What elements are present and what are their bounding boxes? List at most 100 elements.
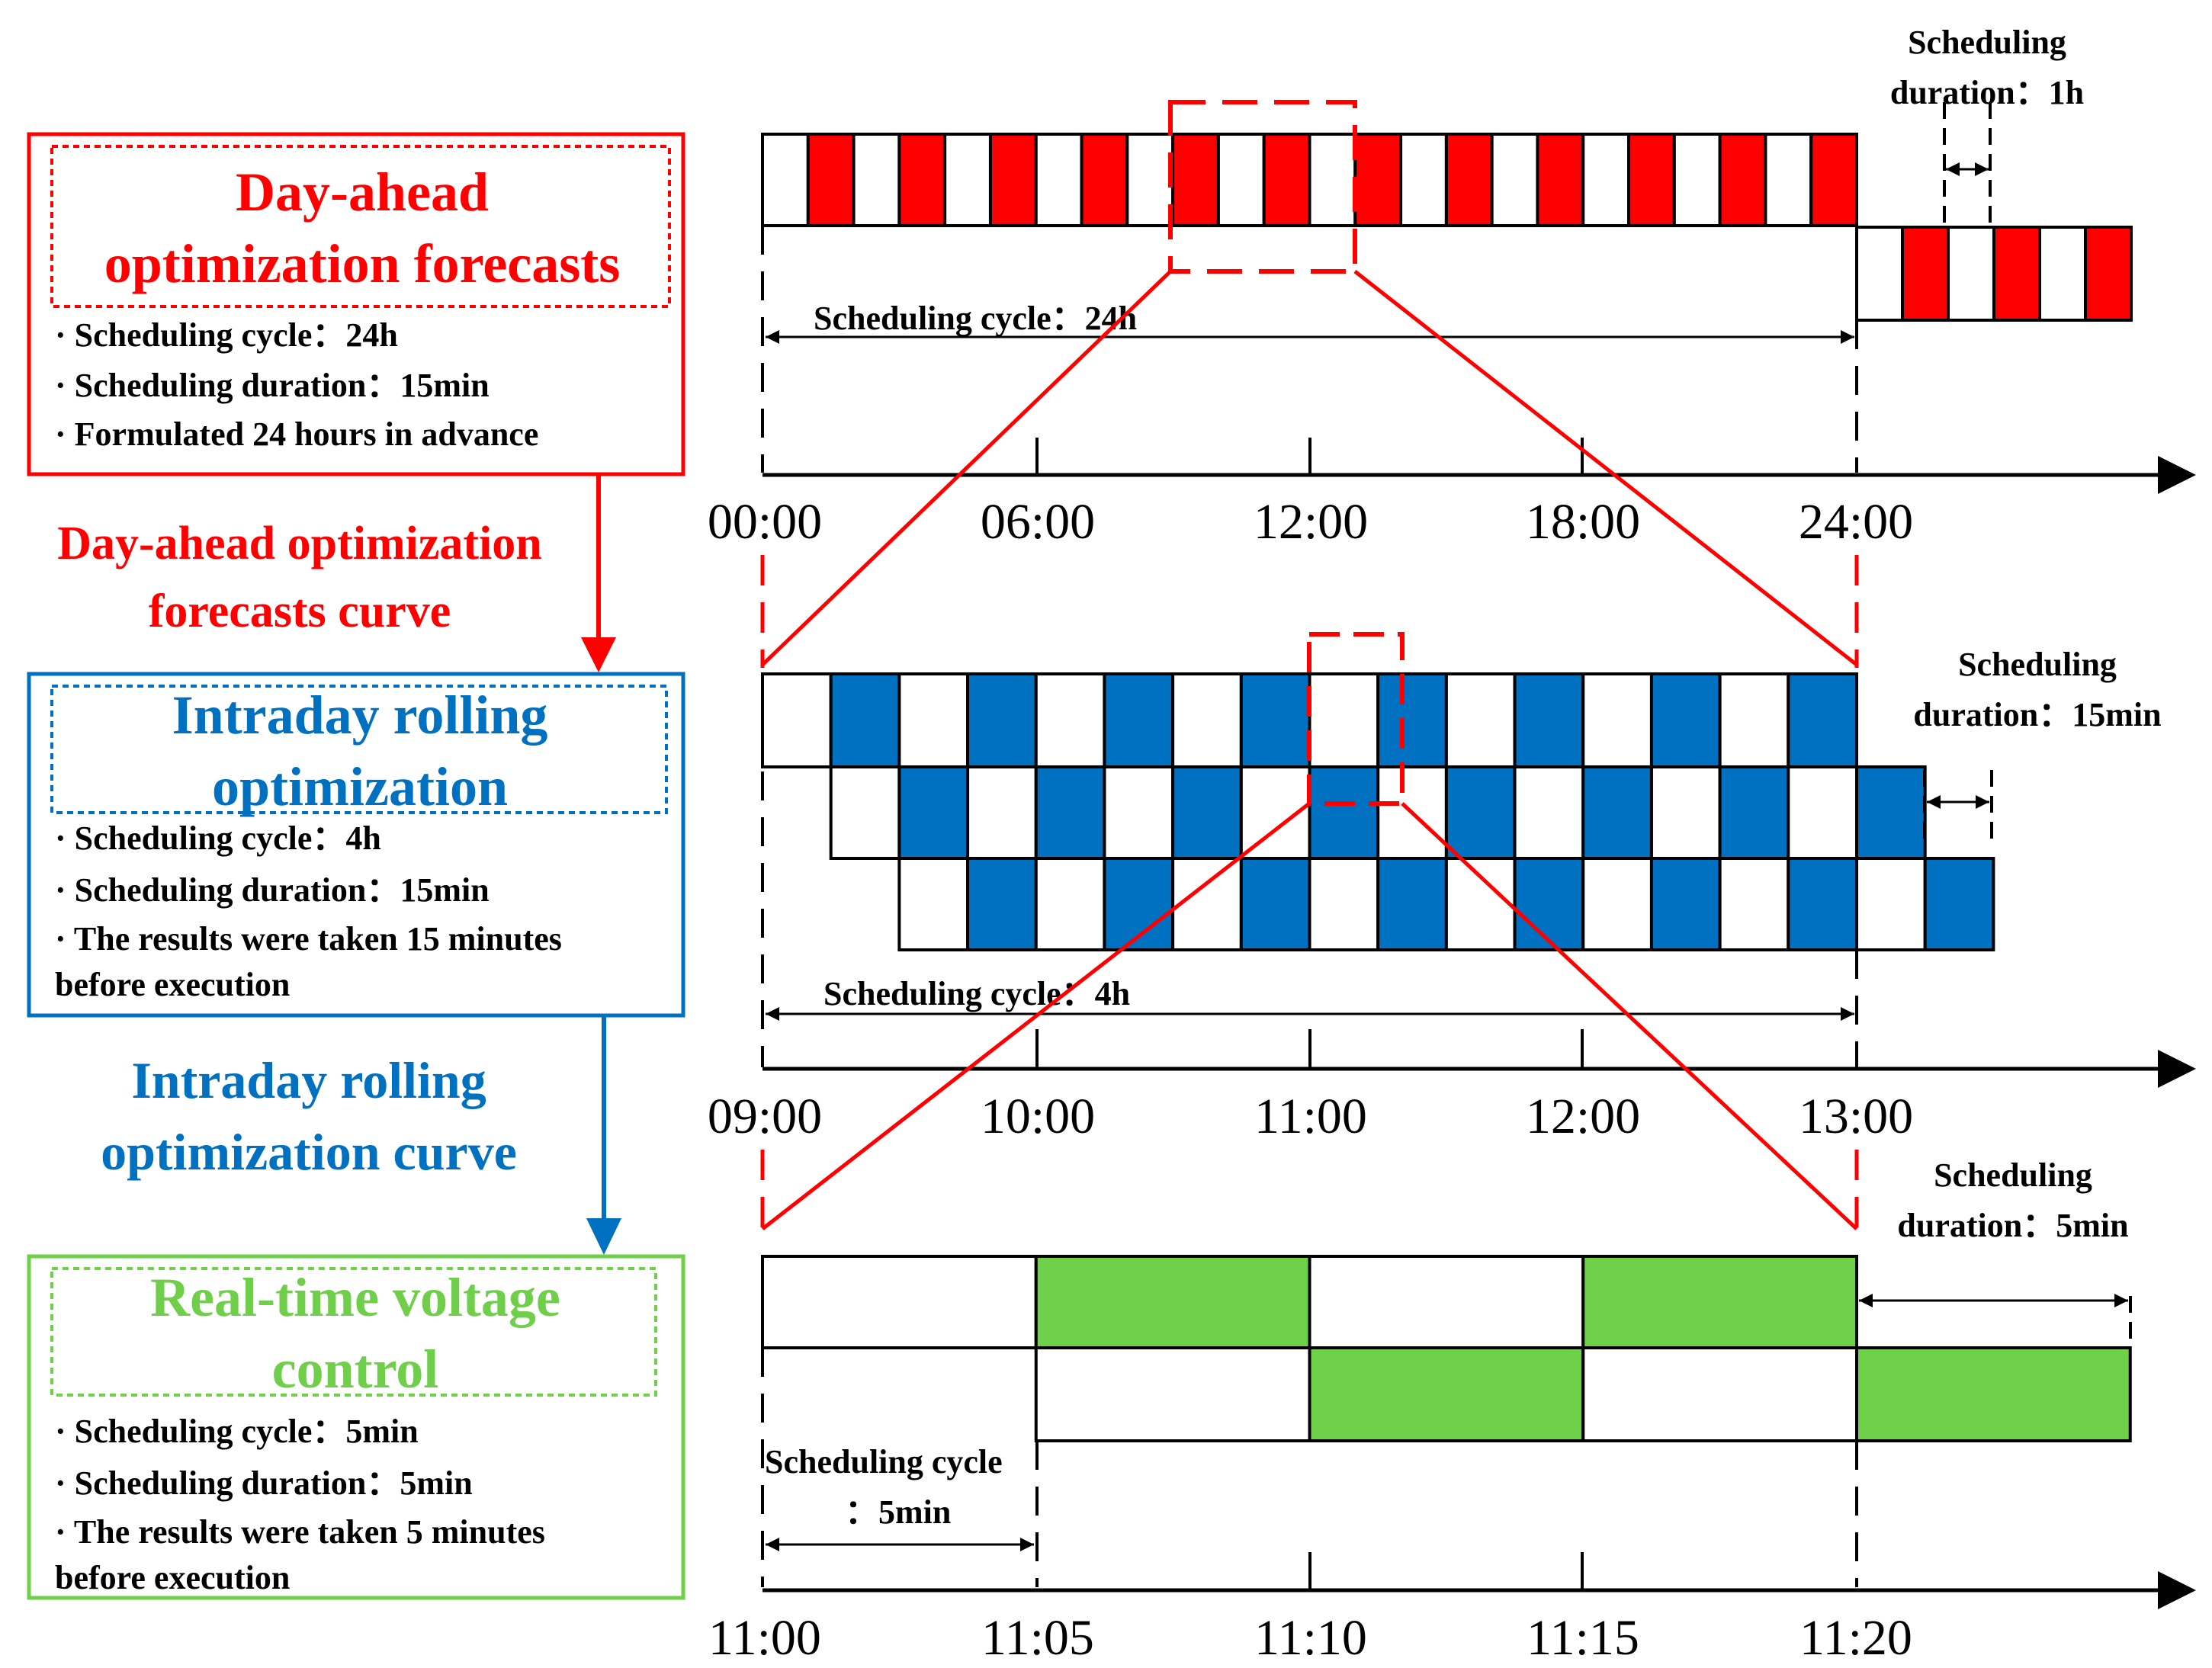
day-ahead-cycle-label: Scheduling cycle：24h — [814, 300, 1137, 337]
intraday-duration-line1: Scheduling — [1958, 646, 2117, 683]
intraday-schedule-block — [966, 857, 1038, 951]
intraday-schedule-block — [1239, 857, 1311, 951]
day-ahead-next-schedule-block — [1855, 226, 1904, 322]
realtime-block-row-2 — [1034, 1346, 2132, 1442]
day-ahead-tick-2: 12:00 — [1254, 494, 1368, 550]
intraday-bullet-3: · The results were taken 15 minutes — [55, 920, 562, 957]
day-ahead-schedule-block — [1353, 133, 1403, 227]
intraday-schedule-block — [1787, 857, 1858, 951]
realtime-title-line2: control — [272, 1339, 439, 1400]
intraday-timeline: Scheduling cycle：4h 09:00 10:00 11:00 12… — [708, 632, 2196, 1144]
intraday-schedule-block — [1787, 765, 1858, 860]
day-ahead-schedule-block — [1034, 133, 1084, 227]
intraday-schedule-block — [1581, 857, 1653, 951]
day-ahead-timeline: Scheduling cycle：24h 00:00 06:00 12:00 1… — [708, 24, 2196, 550]
intraday-schedule-block — [1239, 672, 1311, 768]
intraday-schedule-block — [1171, 765, 1243, 860]
intraday-bullet-2: · Scheduling duration：15min — [55, 871, 490, 909]
intraday-schedule-block — [1444, 857, 1517, 951]
intraday-zoom-window — [1307, 632, 1405, 806]
day-ahead-schedule-block — [1627, 133, 1676, 227]
day-ahead-curve-arrow: Day-ahead optimization forecasts curve — [57, 476, 616, 672]
intraday-schedule-block — [966, 765, 1038, 860]
realtime-schedule-block — [1855, 1346, 2132, 1442]
day-ahead-next-schedule-block — [1947, 226, 1995, 322]
intraday-tick-0: 09:00 — [708, 1089, 822, 1144]
day-ahead-schedule-block — [1262, 133, 1311, 227]
realtime-schedule-block — [1581, 1346, 1858, 1442]
intraday-zoom-lines — [760, 802, 1859, 1233]
intraday-schedule-block — [1649, 857, 1722, 951]
realtime-tick-4: 11:20 — [1799, 1610, 1912, 1666]
intraday-duration-line2: duration：15min — [1913, 696, 2161, 733]
intraday-schedule-block — [1444, 672, 1517, 768]
realtime-schedule-block — [1308, 1255, 1585, 1349]
day-ahead-next-schedule-block — [2038, 226, 2087, 322]
intraday-bullet-1: · Scheduling cycle：4h — [55, 820, 381, 857]
intraday-bullet-4: before execution — [55, 966, 290, 1003]
realtime-bullet-2: · Scheduling duration：5min — [55, 1464, 473, 1502]
intraday-schedule-block — [1923, 857, 1995, 951]
intraday-schedule-block — [897, 672, 970, 768]
intraday-schedule-block — [1718, 672, 1790, 768]
realtime-bullet-1: · Scheduling cycle：5min — [55, 1413, 419, 1450]
realtime-timeline: Scheduling cycle ：5min Scheduling durati… — [708, 1156, 2196, 1666]
intraday-schedule-block — [1034, 857, 1106, 951]
intraday-schedule-block — [1787, 672, 1858, 768]
day-ahead-zoom-window — [1168, 100, 1357, 274]
intraday-schedule-block — [1718, 765, 1790, 860]
intraday-schedule-block — [1649, 765, 1722, 860]
realtime-bullet-3: · The results were taken 5 minutes — [55, 1513, 545, 1551]
day-ahead-panel: Day-ahead optimization forecasts · Sched… — [27, 132, 685, 476]
day-ahead-bullet-3: · Formulated 24 hours in advance — [55, 415, 538, 453]
intraday-tick-3: 12:00 — [1526, 1089, 1640, 1144]
day-ahead-title-line2: optimization forecasts — [104, 233, 621, 294]
realtime-cycle-label-line1: Scheduling cycle — [765, 1443, 1003, 1480]
day-ahead-schedule-block — [1308, 133, 1357, 227]
intraday-title-line2: optimization — [212, 756, 508, 817]
intraday-curve-arrow: Intraday rolling optimization curve — [101, 1017, 621, 1255]
realtime-bullet-4: before execution — [55, 1559, 290, 1596]
day-ahead-schedule-block — [1764, 133, 1813, 227]
realtime-schedule-block — [1034, 1255, 1311, 1349]
day-ahead-schedule-block — [1080, 133, 1129, 227]
intraday-schedule-block — [966, 672, 1038, 768]
intraday-schedule-block — [1855, 765, 1927, 860]
day-ahead-curve-label-line1: Day-ahead optimization — [57, 518, 542, 569]
day-ahead-schedule-block — [897, 133, 947, 227]
realtime-panel: Real-time voltage control · Scheduling c… — [27, 1254, 685, 1600]
day-ahead-schedule-block — [1581, 133, 1631, 227]
intraday-schedule-block — [829, 672, 901, 768]
intraday-schedule-block — [1103, 672, 1175, 768]
intraday-schedule-block — [1034, 765, 1106, 860]
intraday-schedule-block — [1308, 672, 1380, 768]
intraday-schedule-block — [1376, 857, 1448, 951]
intraday-block-row-2 — [829, 765, 1927, 860]
day-ahead-block-row — [761, 133, 1858, 227]
day-ahead-schedule-block — [943, 133, 992, 227]
intraday-schedule-block — [829, 765, 901, 860]
day-ahead-duration-line1: Scheduling — [1908, 24, 2066, 61]
realtime-schedule-block — [1581, 1255, 1858, 1349]
realtime-tick-2: 11:10 — [1254, 1610, 1367, 1666]
day-ahead-schedule-block — [1672, 133, 1722, 227]
intraday-schedule-block — [1581, 672, 1653, 768]
day-ahead-bullet-1: · Scheduling cycle：24h — [55, 316, 398, 354]
realtime-duration-line2: duration：5min — [1897, 1207, 2128, 1244]
day-ahead-schedule-block — [1536, 133, 1585, 227]
day-ahead-schedule-block — [1125, 133, 1175, 227]
intraday-schedule-block — [1308, 857, 1380, 951]
day-ahead-tick-1: 06:00 — [981, 494, 1095, 550]
day-ahead-next-schedule-block — [1992, 226, 2041, 322]
intraday-schedule-block — [1308, 765, 1380, 860]
intraday-schedule-block — [1513, 672, 1585, 768]
intraday-schedule-block — [1444, 765, 1517, 860]
day-ahead-schedule-block — [806, 133, 856, 227]
intraday-schedule-block — [1103, 765, 1175, 860]
day-ahead-duration-line2: duration：1h — [1890, 74, 2084, 111]
day-ahead-title-line1: Day-ahead — [236, 162, 489, 223]
intraday-curve-label-line1: Intraday rolling — [131, 1051, 486, 1109]
day-ahead-schedule-block — [988, 133, 1038, 227]
intraday-curve-label-line2: optimization curve — [101, 1123, 517, 1181]
